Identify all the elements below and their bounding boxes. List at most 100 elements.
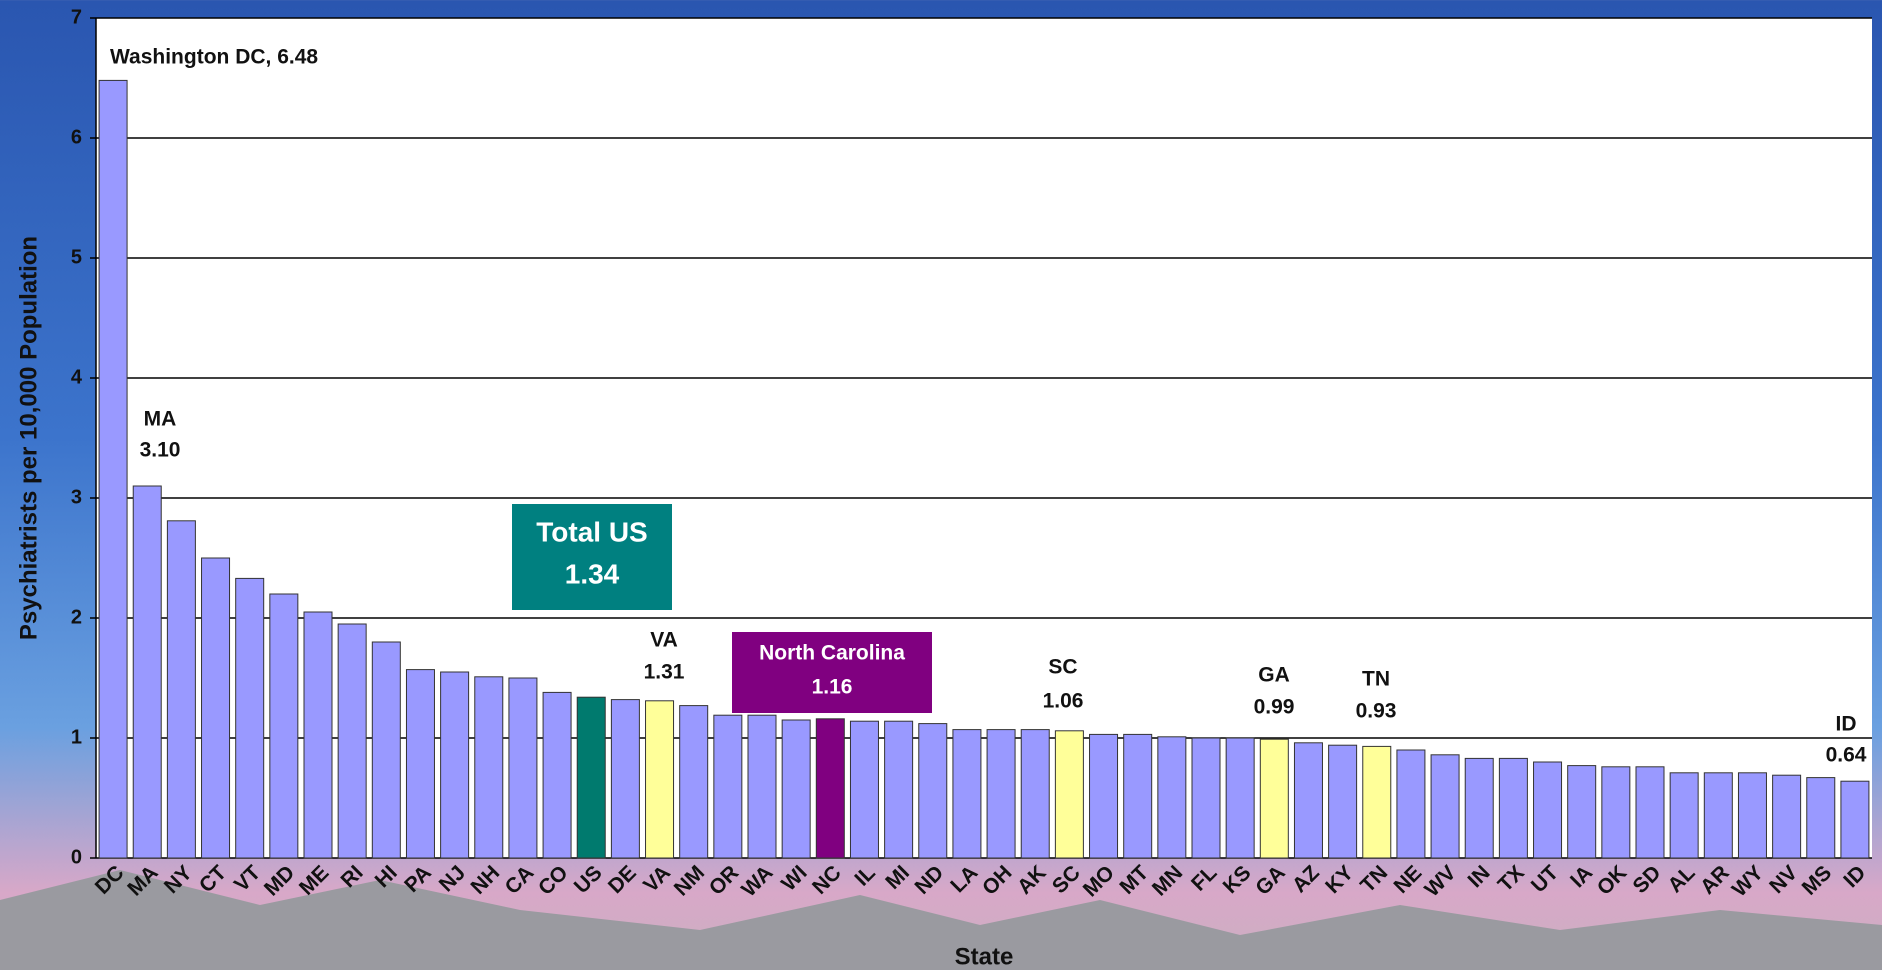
x-tick-label: MS xyxy=(1798,861,1837,900)
mountains xyxy=(0,870,1882,970)
x-tick-label: VA xyxy=(639,861,675,897)
bar xyxy=(132,485,162,859)
x-tick-label: WV xyxy=(1420,861,1460,901)
annotation: 1.31 xyxy=(644,661,685,684)
x-tick-label: AK xyxy=(1013,861,1051,899)
annotation: MA xyxy=(144,408,177,431)
bar xyxy=(1191,737,1221,859)
x-tick-label: UT xyxy=(1527,861,1563,897)
x-tick-label: TN xyxy=(1356,861,1392,897)
bar xyxy=(1772,774,1802,859)
bar xyxy=(1225,737,1255,859)
bar xyxy=(1464,757,1494,859)
x-tick-label: US xyxy=(570,861,607,898)
x-tick-label: TX xyxy=(1494,861,1529,896)
y-tick-label: 3 xyxy=(71,486,82,508)
bar xyxy=(1396,749,1426,859)
annotation: SC xyxy=(1048,656,1077,679)
bar xyxy=(1806,777,1836,859)
annotation: TN xyxy=(1362,668,1390,691)
bar xyxy=(1362,745,1392,859)
bar xyxy=(610,699,640,859)
x-tick-label: OK xyxy=(1593,861,1632,900)
bar xyxy=(1567,765,1597,859)
bar xyxy=(576,696,606,859)
y-tick-label: 5 xyxy=(71,246,82,268)
x-tick-label: NC xyxy=(808,861,846,899)
bar xyxy=(1703,772,1733,859)
annotation: 0.99 xyxy=(1254,696,1295,719)
x-tick-label: WA xyxy=(737,861,777,901)
annotation: GA xyxy=(1258,664,1290,687)
bar xyxy=(269,593,299,859)
x-tick-label: MN xyxy=(1148,861,1187,900)
y-tick-label: 2 xyxy=(71,606,82,628)
y-tick-label: 0 xyxy=(71,846,82,868)
x-tick-label: GA xyxy=(1251,861,1290,900)
bar xyxy=(508,677,538,859)
x-tick-label: CO xyxy=(534,861,573,900)
x-tick-label: SD xyxy=(1629,861,1666,898)
x-tick-label: CA xyxy=(501,861,539,899)
x-tick-label: AL xyxy=(1664,861,1700,897)
annotation: 1.34 xyxy=(565,558,620,589)
x-axis-label: State xyxy=(955,943,1014,970)
bar xyxy=(1635,766,1665,859)
x-tick-label: MD xyxy=(260,861,299,900)
x-tick-label: MO xyxy=(1079,861,1119,901)
x-tick-label: NM xyxy=(670,861,709,900)
bar xyxy=(713,714,743,859)
x-tick-label: KY xyxy=(1321,861,1358,898)
annotation: North Carolina xyxy=(759,642,905,665)
bar xyxy=(1430,754,1460,859)
annotation: VA xyxy=(650,629,678,652)
x-tick-label: MI xyxy=(881,861,914,894)
bar xyxy=(986,729,1016,859)
bar xyxy=(1089,733,1119,859)
bar xyxy=(1259,738,1289,859)
bar xyxy=(815,718,845,859)
bar xyxy=(884,720,914,859)
bar xyxy=(166,520,196,859)
annotation-box xyxy=(732,632,932,713)
bar xyxy=(303,611,333,859)
bar xyxy=(1737,772,1767,859)
bar xyxy=(440,671,470,859)
x-tick-label: AZ xyxy=(1288,861,1324,897)
bar xyxy=(1328,744,1358,859)
y-tick-label: 4 xyxy=(71,366,83,388)
bar xyxy=(1533,761,1563,859)
bar xyxy=(781,719,811,859)
x-tick-label: KS xyxy=(1219,861,1256,898)
x-tick-label: NE xyxy=(1389,861,1426,898)
annotation: Total US xyxy=(536,516,647,547)
bar xyxy=(1669,772,1699,859)
x-tick-label: DE xyxy=(604,861,641,898)
bar xyxy=(337,623,367,859)
bar xyxy=(371,641,401,859)
annotation: 0.93 xyxy=(1356,700,1397,723)
y-tick-label: 6 xyxy=(71,126,82,148)
bar xyxy=(542,691,572,859)
annotation: ID xyxy=(1836,713,1857,736)
annotation: Washington DC, 6.48 xyxy=(110,46,318,69)
x-tick-label: IA xyxy=(1566,861,1597,892)
y-axis-label: Psychiatrists per 10,000 Population xyxy=(15,236,42,640)
bar xyxy=(405,669,435,859)
x-tick-label: IN xyxy=(1464,861,1495,892)
x-tick-label: WI xyxy=(777,861,811,895)
bar xyxy=(645,700,675,859)
bar xyxy=(1840,780,1870,859)
x-tick-label: MT xyxy=(1115,861,1153,899)
bar xyxy=(918,723,948,859)
y-tick-label: 7 xyxy=(71,6,82,28)
bar xyxy=(1601,766,1631,859)
x-tick-label: ID xyxy=(1839,861,1870,892)
annotation: 1.16 xyxy=(812,676,853,699)
x-tick-label: AR xyxy=(1696,861,1734,899)
y-tick-label: 1 xyxy=(71,726,82,748)
annotation: 3.10 xyxy=(140,439,181,462)
annotation-box xyxy=(512,504,672,610)
bar xyxy=(952,729,982,859)
